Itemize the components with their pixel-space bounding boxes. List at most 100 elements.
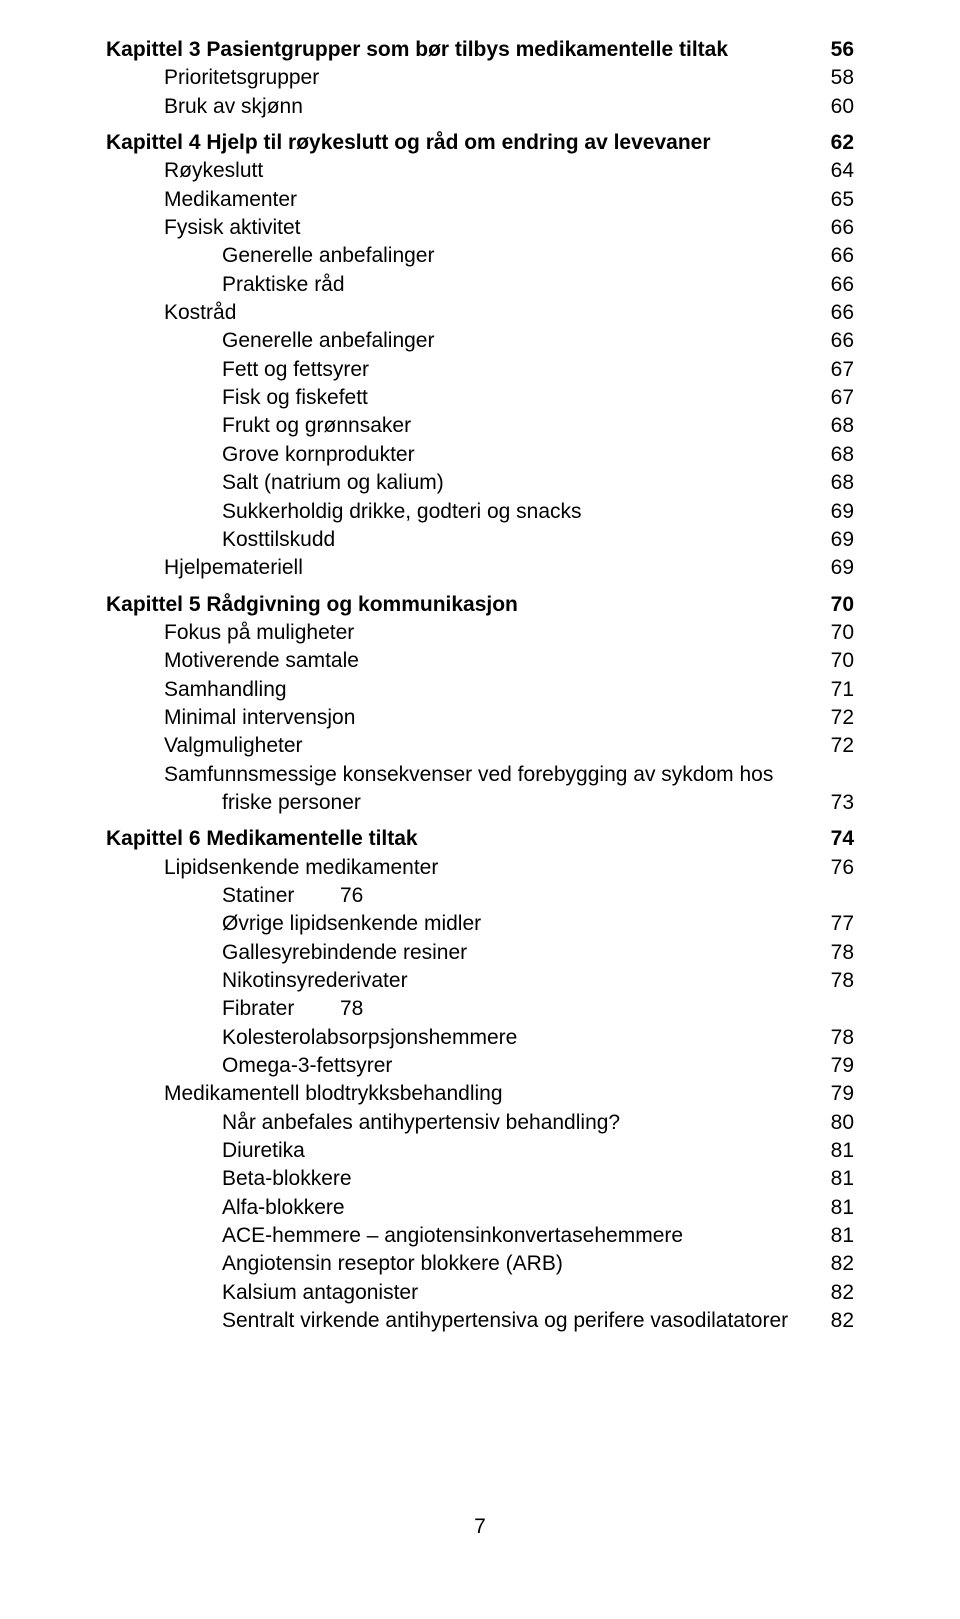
toc-row: Alfa-blokkere81 [106,1194,854,1222]
toc-label: Medikamentell blodtrykksbehandling [164,1080,814,1108]
toc-row: Nikotinsyrederivater78 [106,967,854,995]
toc-row-inline: Fibrater78 [106,995,854,1023]
toc-row: Generelle anbefalinger66 [106,327,854,355]
toc-row: Valgmuligheter72 [106,732,854,760]
toc-row: Minimal intervensjon72 [106,704,854,732]
toc-label: Medikamenter [164,186,814,214]
toc-page: 69 [814,554,854,582]
toc-row: ACE-hemmere – angiotensinkonvertasehemme… [106,1222,854,1250]
chapter-page: 62 [814,129,854,157]
toc-label: Grove kornprodukter [222,441,814,469]
toc-label: Valgmuligheter [164,732,814,760]
toc-label: Kosttilskudd [222,526,814,554]
toc-page: 72 [814,704,854,732]
toc-row: Gallesyrebindende resiner78 [106,939,854,967]
toc-label: Minimal intervensjon [164,704,814,732]
chapter-title: Kapittel 6 Medikamentelle tiltak [106,825,814,853]
toc-label: Fett og fettsyrer [222,356,814,384]
chapter-title-row: Kapittel 3 Pasientgrupper som bør tilbys… [106,36,854,64]
toc-page: 66 [814,327,854,355]
toc-label: Generelle anbefalinger [222,242,814,270]
toc-page: 82 [814,1279,854,1307]
toc-row: Kostråd66 [106,299,854,327]
chapter-page: 74 [814,825,854,853]
toc-row: Praktiske råd66 [106,271,854,299]
toc-row: Fett og fettsyrer67 [106,356,854,384]
toc-row: Kalsium antagonister82 [106,1279,854,1307]
chapter-5: Kapittel 5 Rådgivning og kommunikasjon 7… [106,591,854,818]
toc-row: Fisk og fiskefett67 [106,384,854,412]
toc-label: Hjelpemateriell [164,554,814,582]
toc-row: Hjelpemateriell69 [106,554,854,582]
toc-page-inline: 76 [340,884,363,907]
toc-page: 73 [814,789,854,817]
toc-page: 68 [814,441,854,469]
toc-label: Gallesyrebindende resiner [222,939,814,967]
toc-page: 72 [814,732,854,760]
toc-row: Øvrige lipidsenkende midler77 [106,910,854,938]
chapter-title-row: Kapittel 5 Rådgivning og kommunikasjon 7… [106,591,854,619]
toc-page: 68 [814,469,854,497]
toc-label: Salt (natrium og kalium) [222,469,814,497]
toc-label: Når anbefales antihypertensiv behandling… [222,1109,814,1137]
toc-label-line2: friske personer [164,789,804,817]
toc-label: Kostråd [164,299,814,327]
toc-page: 65 [814,186,854,214]
toc-page: 81 [814,1194,854,1222]
toc-row: Sukkerholdig drikke, godteri og snacks69 [106,498,854,526]
toc-page: 81 [814,1222,854,1250]
toc-page: 67 [814,356,854,384]
toc-row: Kolesterolabsorpsjonshemmere78 [106,1024,854,1052]
chapter-title: Kapittel 4 Hjelp til røykeslutt og råd o… [106,129,814,157]
toc-row: Fysisk aktivitet66 [106,214,854,242]
toc-row: Fokus på muligheter70 [106,619,854,647]
toc-label: Sentralt virkende antihypertensiva og pe… [222,1307,814,1335]
toc-page: 66 [814,299,854,327]
toc-label: Samfunnsmessige konsekvenser ved forebyg… [164,761,814,818]
toc-label: Kalsium antagonister [222,1279,814,1307]
toc-label: Øvrige lipidsenkende midler [222,910,814,938]
toc-row: Generelle anbefalinger66 [106,242,854,270]
toc-page: 69 [814,498,854,526]
toc-page: 79 [814,1080,854,1108]
toc-page: 66 [814,214,854,242]
toc-row: Salt (natrium og kalium)68 [106,469,854,497]
toc-label: Samhandling [164,676,814,704]
toc-label: Bruk av skjønn [164,93,814,121]
toc-label: Angiotensin reseptor blokkere (ARB) [222,1250,814,1278]
toc-row: Røykeslutt64 [106,157,854,185]
toc-page: 80 [814,1109,854,1137]
chapter-title: Kapittel 5 Rådgivning og kommunikasjon [106,591,814,619]
toc-label: Røykeslutt [164,157,814,185]
toc-page: 81 [814,1165,854,1193]
toc-page: 82 [814,1250,854,1278]
page-number-footer: 7 [106,1515,854,1539]
toc-row: Frukt og grønnsaker68 [106,412,854,440]
toc-page: 82 [814,1307,854,1335]
toc-label: Alfa-blokkere [222,1194,814,1222]
toc-row: Diuretika81 [106,1137,854,1165]
toc-page: 60 [814,93,854,121]
toc-label: Beta-blokkere [222,1165,814,1193]
toc-row: Omega-3-fettsyrer79 [106,1052,854,1080]
toc-row: Medikamentell blodtrykksbehandling79 [106,1080,854,1108]
chapter-6: Kapittel 6 Medikamentelle tiltak 74 Lipi… [106,825,854,1335]
toc-label: Omega-3-fettsyrer [222,1052,814,1080]
toc-row: Sentralt virkende antihypertensiva og pe… [106,1307,854,1335]
chapter-title-row: Kapittel 6 Medikamentelle tiltak 74 [106,825,854,853]
toc-label: Fokus på muligheter [164,619,814,647]
toc-label-line1: Samfunnsmessige konsekvenser ved forebyg… [164,763,773,786]
toc-page: 70 [814,647,854,675]
toc-page: 71 [814,676,854,704]
toc-row-multiline: Samfunnsmessige konsekvenser ved forebyg… [106,761,854,818]
toc-page: 69 [814,526,854,554]
toc-label: Lipidsenkende medikamenter [164,854,814,882]
toc-row: Bruk av skjønn 60 [106,93,854,121]
toc-page: 67 [814,384,854,412]
toc-page: 78 [814,1024,854,1052]
chapter-page: 70 [814,591,854,619]
toc-page: 77 [814,910,854,938]
toc-page: 78 [814,939,854,967]
chapter-4: Kapittel 4 Hjelp til røykeslutt og råd o… [106,129,854,583]
toc-page: 66 [814,242,854,270]
